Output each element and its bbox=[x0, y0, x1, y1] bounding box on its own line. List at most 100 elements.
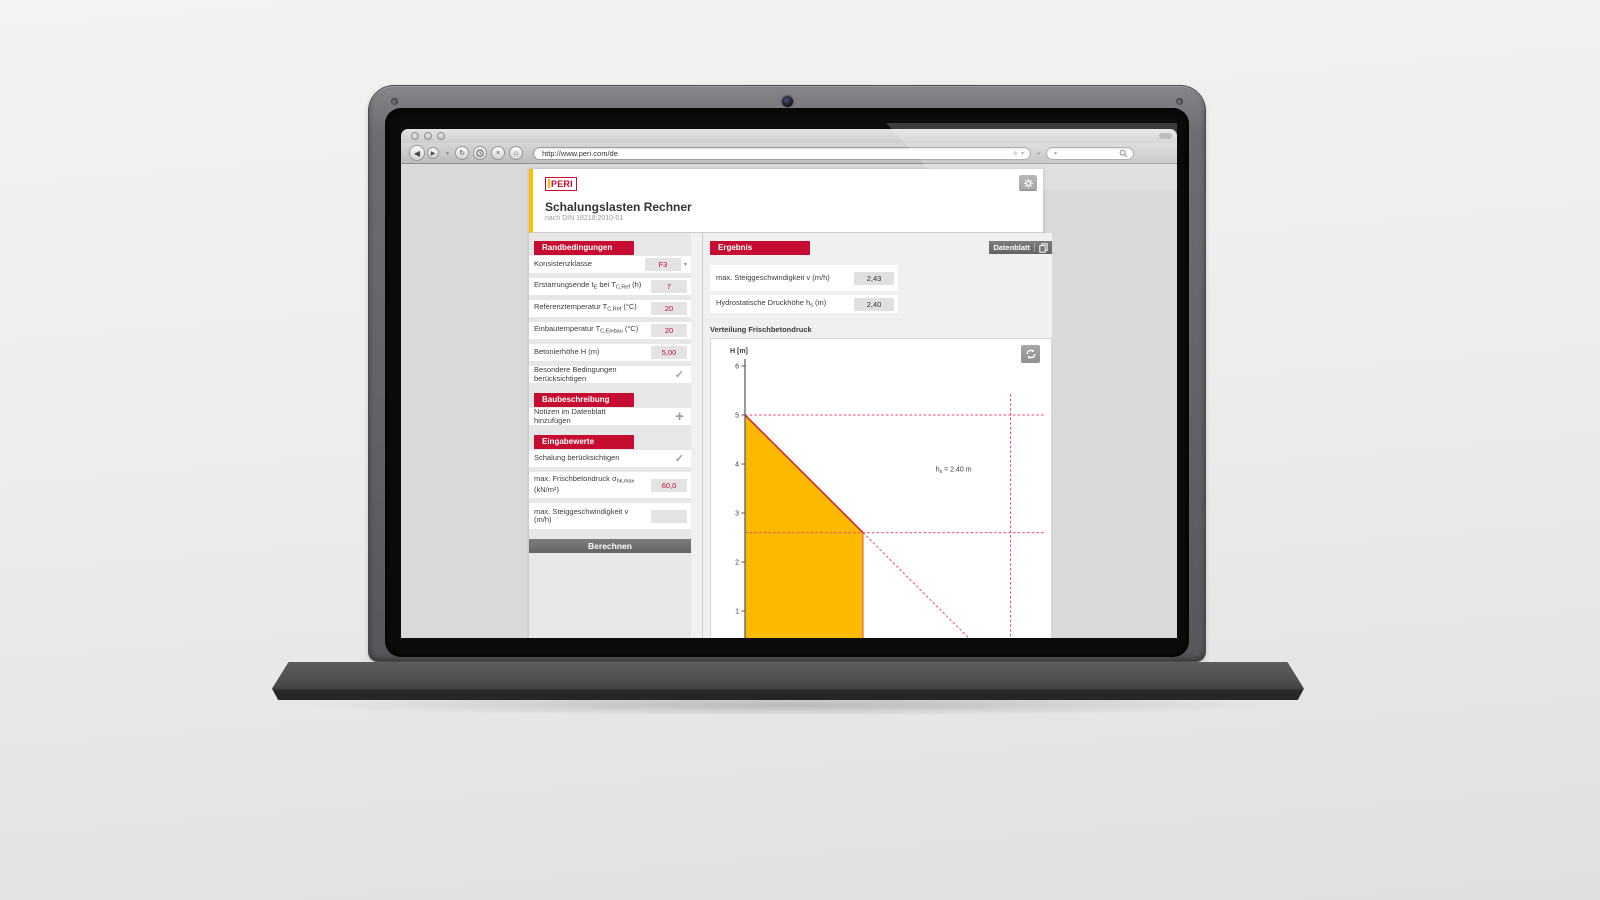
search-icon bbox=[1119, 149, 1128, 157]
url-text: http://www.peri.com/de bbox=[542, 148, 618, 158]
home-button[interactable]: ⌂ bbox=[509, 146, 524, 160]
titlebar-widget[interactable] bbox=[1159, 133, 1172, 139]
result-cards: max. Steiggeschwindigkeit v (m/h) 2,43 H… bbox=[710, 265, 898, 317]
column-divider bbox=[691, 233, 703, 638]
field-label: Notizen im Datenblatt hinzufügen bbox=[534, 407, 606, 425]
result-row-steiggeschwindigkeit: max. Steiggeschwindigkeit v (m/h) 2,43 bbox=[710, 265, 898, 291]
form-row-notizen: Notizen im Datenblatt hinzufügen + bbox=[529, 407, 691, 425]
gear-icon bbox=[1023, 178, 1033, 188]
window-zoom-button[interactable] bbox=[437, 132, 445, 140]
svg-text:2: 2 bbox=[735, 560, 739, 567]
field-label: max. Frischbetondruck σhk,max (kN/m²) bbox=[534, 474, 635, 495]
copy-document-icon bbox=[1039, 242, 1048, 253]
field-label: max. Steiggeschwindigkeit v (m/h) bbox=[534, 506, 629, 524]
result-header: Ergebnis Datenblatt bbox=[710, 241, 1052, 255]
form-row-schalung: Schalung berücksichtigen ✓ bbox=[529, 450, 691, 467]
input-panel: Randbedingungen Konsistenzklasse F3 ▾ Er… bbox=[529, 233, 691, 638]
svg-text:4: 4 bbox=[735, 462, 739, 469]
chart-title: Verteilung Frischbetondruck bbox=[710, 325, 812, 334]
check-icon[interactable]: ✓ bbox=[674, 453, 684, 465]
search-engine-dropdown-icon[interactable]: ▾ bbox=[1054, 150, 1058, 157]
svg-text:3: 3 bbox=[735, 511, 739, 518]
frischbetondruck-input[interactable]: 60,0 bbox=[651, 478, 687, 492]
browser-titlebar bbox=[401, 129, 1177, 143]
browser-window: ◀ ▶ ▾ ↻ × ⌂ http://www.peri.com/de bbox=[401, 129, 1177, 638]
svg-text:6: 6 bbox=[735, 364, 739, 371]
schalungslasten-rechner-app: PERI Schalungslasten Rechner nach DIN 18… bbox=[529, 169, 1052, 638]
forward-button[interactable]: ▶ bbox=[427, 147, 439, 159]
settings-button[interactable] bbox=[1019, 175, 1037, 191]
webcam-icon bbox=[782, 96, 793, 107]
chevron-down-icon[interactable]: ▾ bbox=[683, 262, 687, 268]
field-label: Schalung berücksichtigen bbox=[534, 453, 620, 463]
result-label: Hydrostatische Druckhöhe hs (m) bbox=[716, 297, 827, 308]
page-title: Schalungslasten Rechner bbox=[545, 200, 692, 214]
screen-bezel: ◀ ▶ ▾ ↻ × ⌂ http://www.peri.com/de bbox=[385, 108, 1189, 657]
field-label: Einbautemperatur TC,Einbau (°C) bbox=[534, 324, 639, 335]
form-row-max-steiggeschwindigkeit: max. Steiggeschwindigkeit v (m/h) bbox=[529, 503, 691, 529]
check-icon[interactable]: ✓ bbox=[674, 369, 684, 381]
section-header-randbedingungen: Randbedingungen bbox=[534, 241, 634, 255]
form-row-betonierhoehe: Betonierhöhe H (m) 5,00 bbox=[529, 344, 691, 361]
form-row-besondere-bedingungen: Besondere Bedingungen berücksichtigen ✓ bbox=[529, 365, 691, 383]
pressure-distribution-chart: 6 5 4 3 2 1 H [m] hs = 2.40 m bbox=[730, 348, 1044, 638]
laptop-screen-shell: ◀ ▶ ▾ ↻ × ⌂ http://www.peri.com/de bbox=[368, 85, 1206, 662]
section-header-ergebnis: Ergebnis bbox=[710, 241, 810, 255]
form-row-referenztemperatur: Referenztemperatur TC,Ref (°C) 20 bbox=[529, 300, 691, 317]
search-input[interactable]: ▾ bbox=[1046, 146, 1135, 160]
berechnen-button[interactable]: Berechnen bbox=[529, 539, 691, 553]
add-note-plus-icon[interactable]: + bbox=[675, 407, 684, 425]
datenblatt-button[interactable]: Datenblatt bbox=[989, 241, 1052, 254]
screw-icon bbox=[391, 98, 398, 105]
app-body: Randbedingungen Konsistenzklasse F3 ▾ Er… bbox=[529, 233, 1052, 638]
stop-button[interactable]: × bbox=[491, 146, 506, 160]
result-panel: Ergebnis Datenblatt bbox=[703, 233, 1052, 638]
druckhoehe-result: 2,40 bbox=[854, 297, 894, 311]
browser-toolbar: ◀ ▶ ▾ ↻ × ⌂ http://www.peri.com/de bbox=[401, 143, 1177, 164]
field-label: Erstarrungsende tE bei TC,Ref (h) bbox=[534, 280, 642, 291]
form-row-max-frischbetondruck: max. Frischbetondruck σhk,max (kN/m²) 60… bbox=[529, 472, 691, 498]
result-label: max. Steiggeschwindigkeit v (m/h) bbox=[716, 272, 830, 282]
screw-icon bbox=[1176, 98, 1183, 105]
einbautemperatur-input[interactable]: 20 bbox=[651, 324, 687, 337]
steiggeschwindigkeit-input[interactable] bbox=[651, 509, 687, 523]
chevron-down-icon[interactable]: ▾ bbox=[1021, 150, 1025, 157]
reload-button[interactable]: ↻ bbox=[455, 146, 470, 160]
svg-text:hs = 2.40 m: hs = 2.40 m bbox=[936, 466, 972, 475]
bookmark-star-icon[interactable]: ★ bbox=[1011, 148, 1019, 158]
form-row-einbautemperatur: Einbautemperatur TC,Einbau (°C) 20 bbox=[529, 322, 691, 339]
svg-text:H [m]: H [m] bbox=[730, 348, 748, 355]
back-button[interactable]: ◀ bbox=[409, 145, 425, 161]
datenblatt-button-label: Datenblatt bbox=[993, 243, 1030, 252]
field-label: Betonierhöhe H (m) bbox=[534, 347, 600, 357]
history-dropdown-icon[interactable]: ▾ bbox=[446, 150, 450, 157]
erstarrungsende-input[interactable]: 7 bbox=[651, 280, 687, 293]
section-header-baubeschreibung: Baubeschreibung bbox=[534, 393, 634, 407]
referenztemperatur-input[interactable]: 20 bbox=[651, 302, 687, 315]
steiggeschwindigkeit-result: 2,43 bbox=[854, 271, 894, 285]
svg-text:5: 5 bbox=[735, 413, 739, 420]
field-label: Besondere Bedingungen berücksichtigen bbox=[534, 365, 617, 383]
toolbar-separator bbox=[1037, 151, 1041, 155]
refresh-icon bbox=[1026, 349, 1035, 359]
field-label: Referenztemperatur TC,Ref (°C) bbox=[534, 302, 637, 313]
address-bar[interactable]: http://www.peri.com/de ★ ▾ bbox=[533, 146, 1032, 160]
peri-logo: PERI bbox=[545, 176, 577, 191]
result-row-druckhoehe: Hydrostatische Druckhöhe hs (m) 2,40 bbox=[710, 295, 898, 313]
field-label: Konsistenzklasse bbox=[534, 259, 592, 269]
window-close-button[interactable] bbox=[411, 132, 419, 140]
clock-icon bbox=[476, 149, 484, 157]
form-row-erstarrungsende: Erstarrungsende tE bei TC,Ref (h) 7 bbox=[529, 278, 691, 295]
svg-text:1: 1 bbox=[735, 609, 739, 616]
screen: ◀ ▶ ▾ ↻ × ⌂ http://www.peri.com/de bbox=[401, 123, 1177, 638]
form-row-konsistenzklasse: Konsistenzklasse F3 ▾ bbox=[529, 256, 691, 273]
section-header-eingabewerte: Eingabewerte bbox=[534, 435, 634, 449]
konsistenzklasse-select[interactable]: F3 bbox=[644, 258, 681, 271]
window-minimize-button[interactable] bbox=[424, 132, 432, 140]
app-header: PERI Schalungslasten Rechner nach DIN 18… bbox=[529, 169, 1043, 233]
betonierhoehe-input[interactable]: 5,00 bbox=[651, 346, 687, 359]
page-subtitle: nach DIN 18218:2010-01 bbox=[545, 215, 624, 222]
peri-logo-text: PERI bbox=[551, 178, 573, 189]
refresh-chart-button[interactable] bbox=[1021, 345, 1040, 363]
history-button[interactable] bbox=[473, 146, 488, 160]
